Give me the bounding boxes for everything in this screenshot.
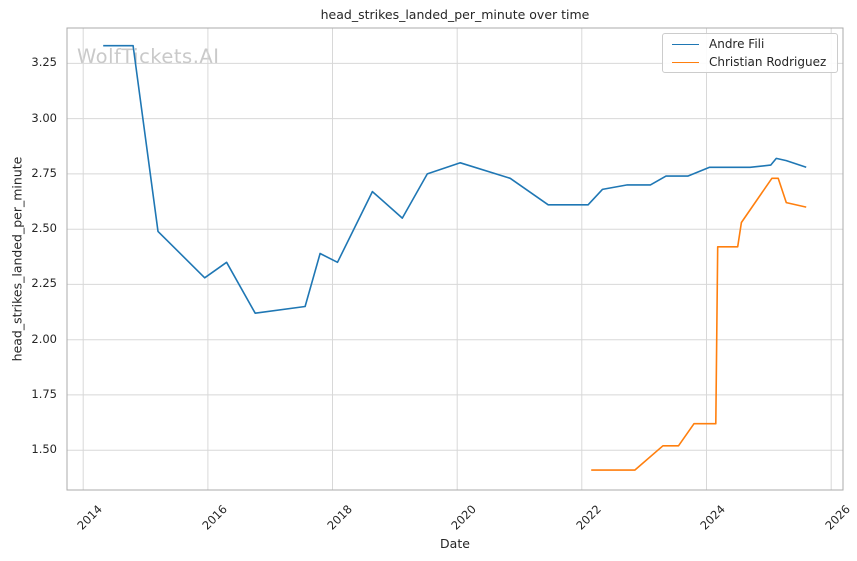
- y-tick-label: 1.50: [31, 442, 57, 457]
- y-tick-label: 2.50: [31, 221, 57, 236]
- legend-label: Christian Rodriguez: [709, 55, 827, 69]
- y-axis-label: head_strikes_landed_per_minute: [9, 156, 25, 362]
- y-tick-label: 2.25: [31, 276, 57, 291]
- x-axis-label: Date: [440, 536, 470, 551]
- legend: Andre Fili Christian Rodriguez: [662, 33, 838, 73]
- y-tick-label: 2.75: [31, 165, 57, 180]
- legend-label: Andre Fili: [709, 37, 765, 51]
- y-tick-label: 1.75: [31, 386, 57, 401]
- y-tick-label: 3.00: [31, 110, 57, 125]
- chart-title: head_strikes_landed_per_minute over time: [320, 7, 590, 22]
- legend-item: Christian Rodriguez: [672, 55, 828, 69]
- y-tick-label: 2.00: [31, 331, 57, 346]
- plot-border: [66, 27, 844, 491]
- legend-line-swatch-blue: [672, 43, 699, 45]
- series-line-0: [103, 44, 807, 315]
- series-line-1: [591, 177, 807, 471]
- watermark: WolfTickets.AI: [77, 45, 220, 68]
- legend-item: Andre Fili: [672, 37, 828, 51]
- y-tick-label: 3.25: [31, 55, 57, 70]
- legend-line-swatch-orange: [672, 61, 699, 63]
